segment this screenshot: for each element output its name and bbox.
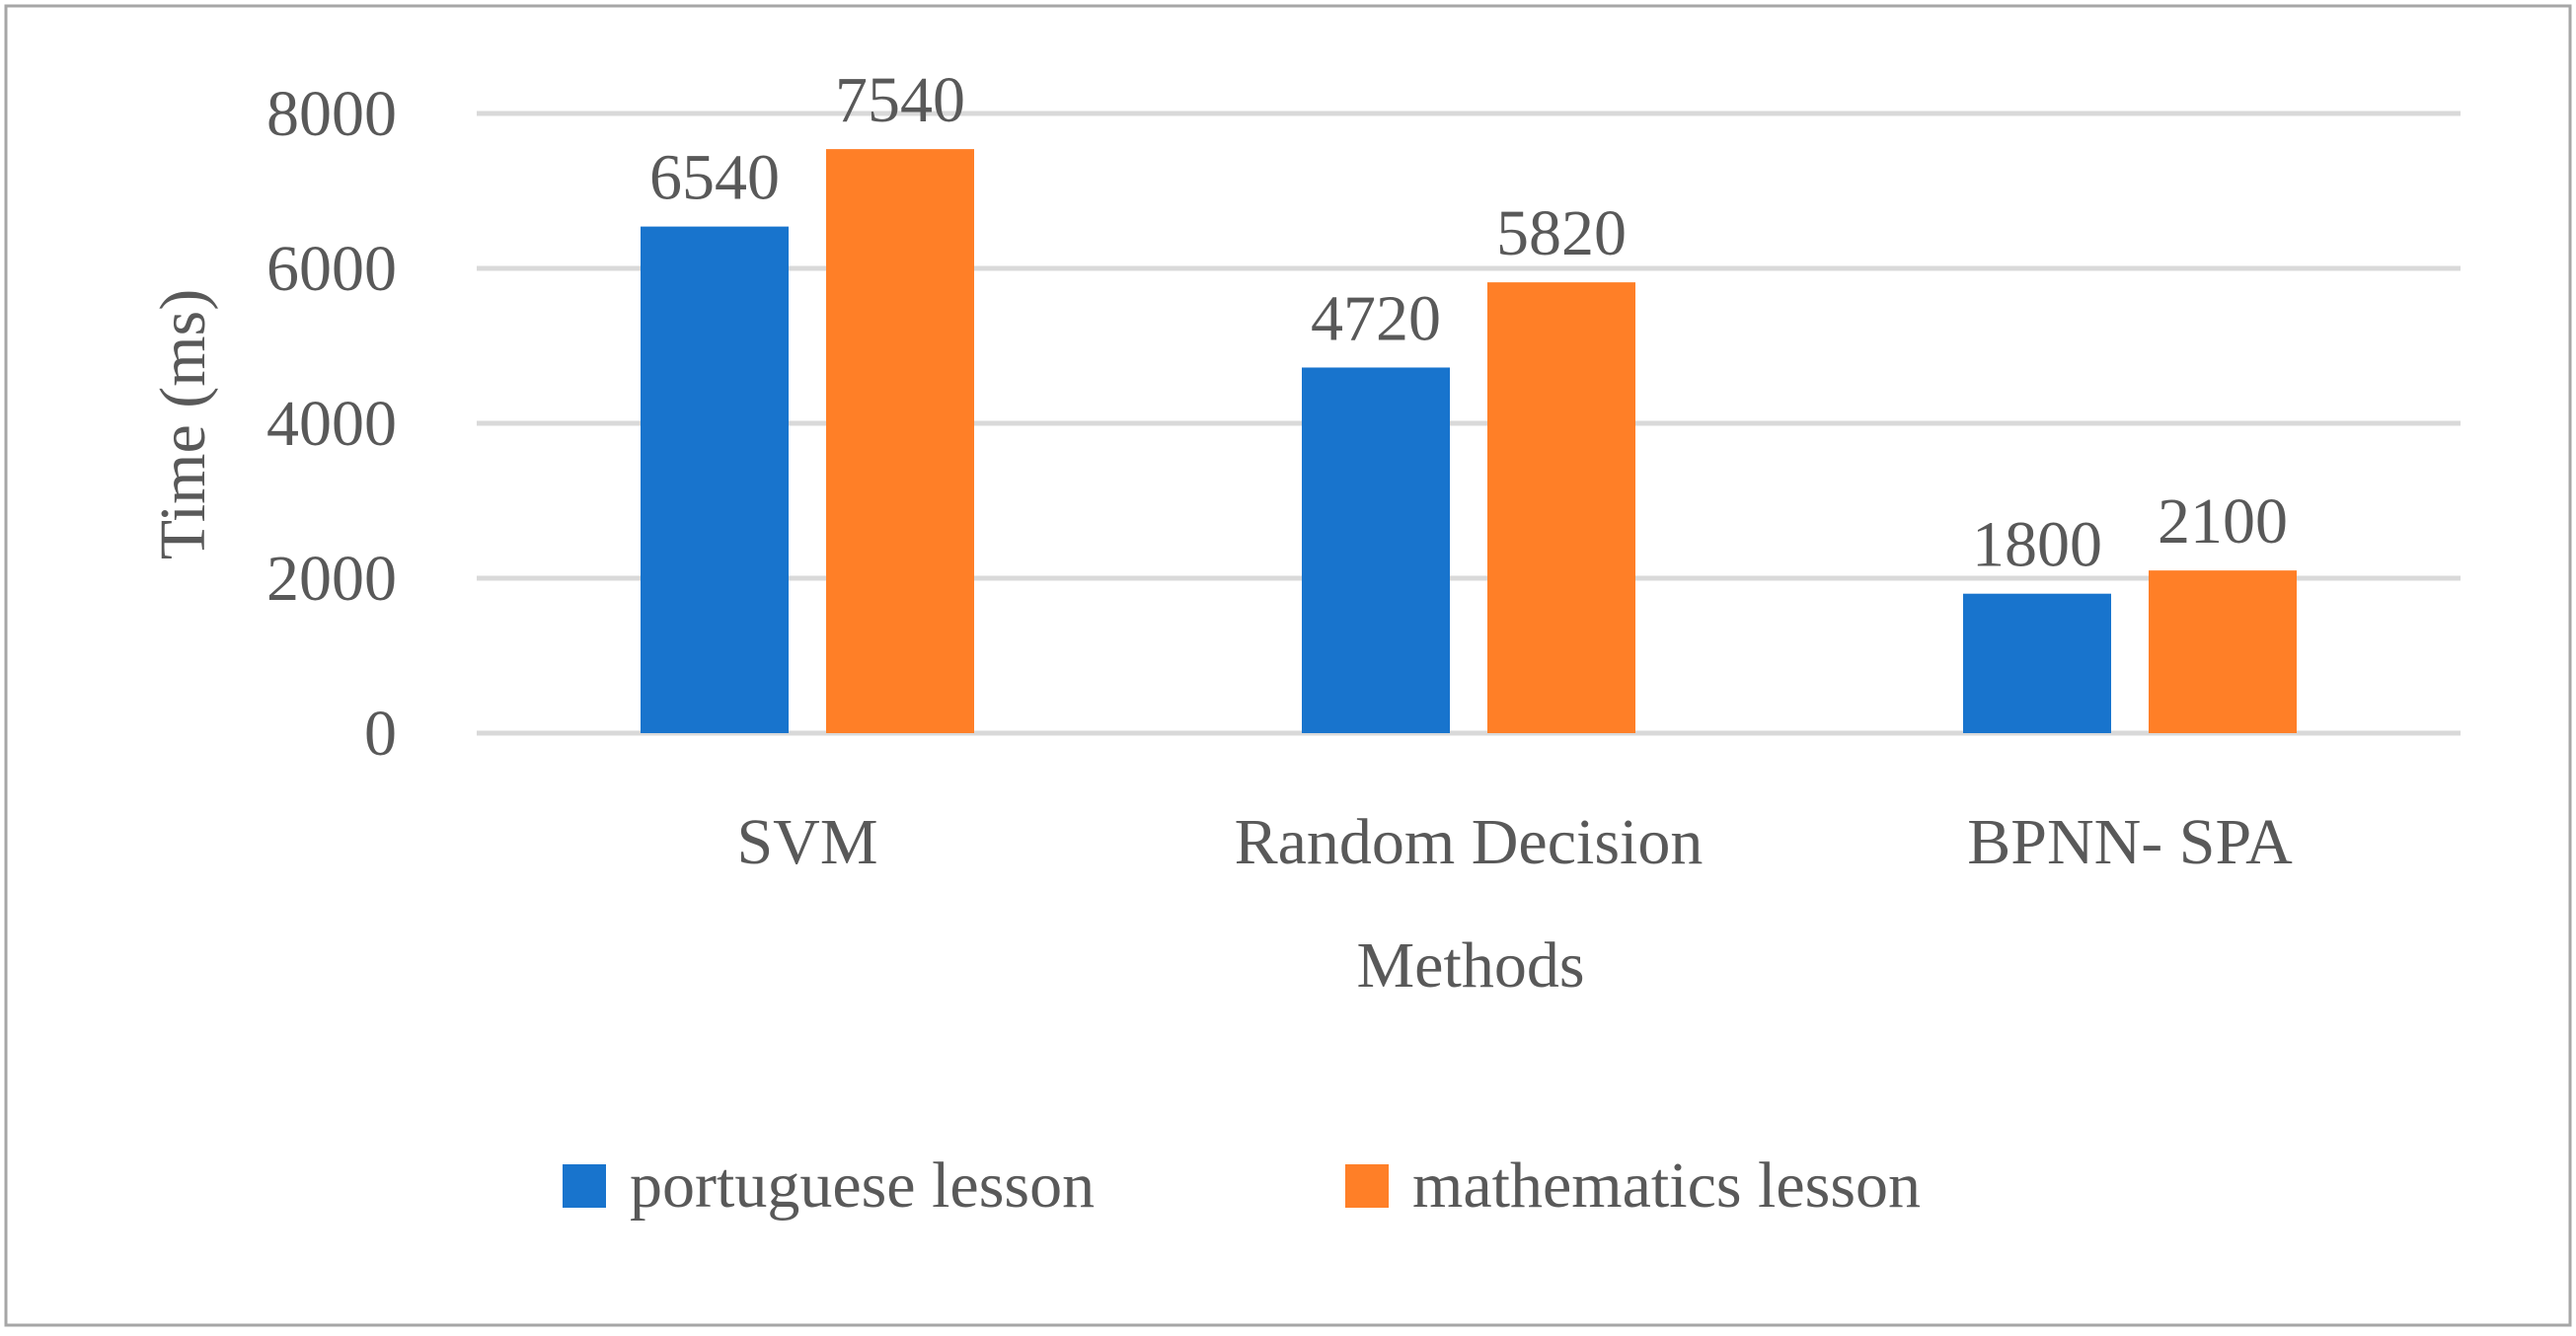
data-label: 1800	[1972, 509, 2102, 581]
x-tick-label: BPNN- SPA	[1967, 806, 2293, 878]
y-tick-label: 0	[364, 698, 397, 770]
y-tick-label: 4000	[266, 388, 397, 460]
bar-mathematics-0	[826, 149, 974, 734]
legend-swatch	[1345, 1164, 1389, 1208]
data-label: 4720	[1311, 282, 1441, 354]
y-axis-ticks: 0 2000 4000 6000 8000	[266, 78, 397, 770]
data-labels: 6540 7540 4720 5820 1800 2100	[649, 64, 2288, 581]
x-tick-label: Random Decision	[1235, 806, 1704, 878]
y-axis-title: Time (ms)	[147, 289, 219, 559]
x-tick-label: SVM	[736, 806, 877, 878]
x-axis-ticks: SVM Random Decision BPNN- SPA	[736, 806, 2293, 878]
y-tick-label: 2000	[266, 543, 397, 615]
data-label: 7540	[835, 64, 965, 136]
y-tick-label: 6000	[266, 233, 397, 305]
legend-label: mathematics lesson	[1412, 1150, 1921, 1222]
bars	[641, 149, 2297, 734]
legend-swatch	[563, 1164, 606, 1208]
bar-portuguese-1	[1302, 367, 1450, 733]
data-label: 6540	[649, 142, 780, 214]
bar-mathematics-1	[1487, 282, 1635, 733]
bar-portuguese-2	[1963, 593, 2111, 733]
data-label: 5820	[1496, 197, 1627, 269]
gridlines	[477, 111, 2461, 736]
legend-label: portuguese lesson	[630, 1150, 1095, 1222]
x-axis-title: Methods	[1357, 929, 1585, 1002]
y-tick-label: 8000	[266, 78, 397, 150]
chart-border	[4, 4, 2572, 1327]
data-label: 2100	[2158, 485, 2288, 557]
bar-portuguese-0	[641, 226, 789, 734]
legend: portuguese lesson mathematics lesson	[563, 1150, 1921, 1222]
bar-mathematics-2	[2149, 570, 2297, 733]
